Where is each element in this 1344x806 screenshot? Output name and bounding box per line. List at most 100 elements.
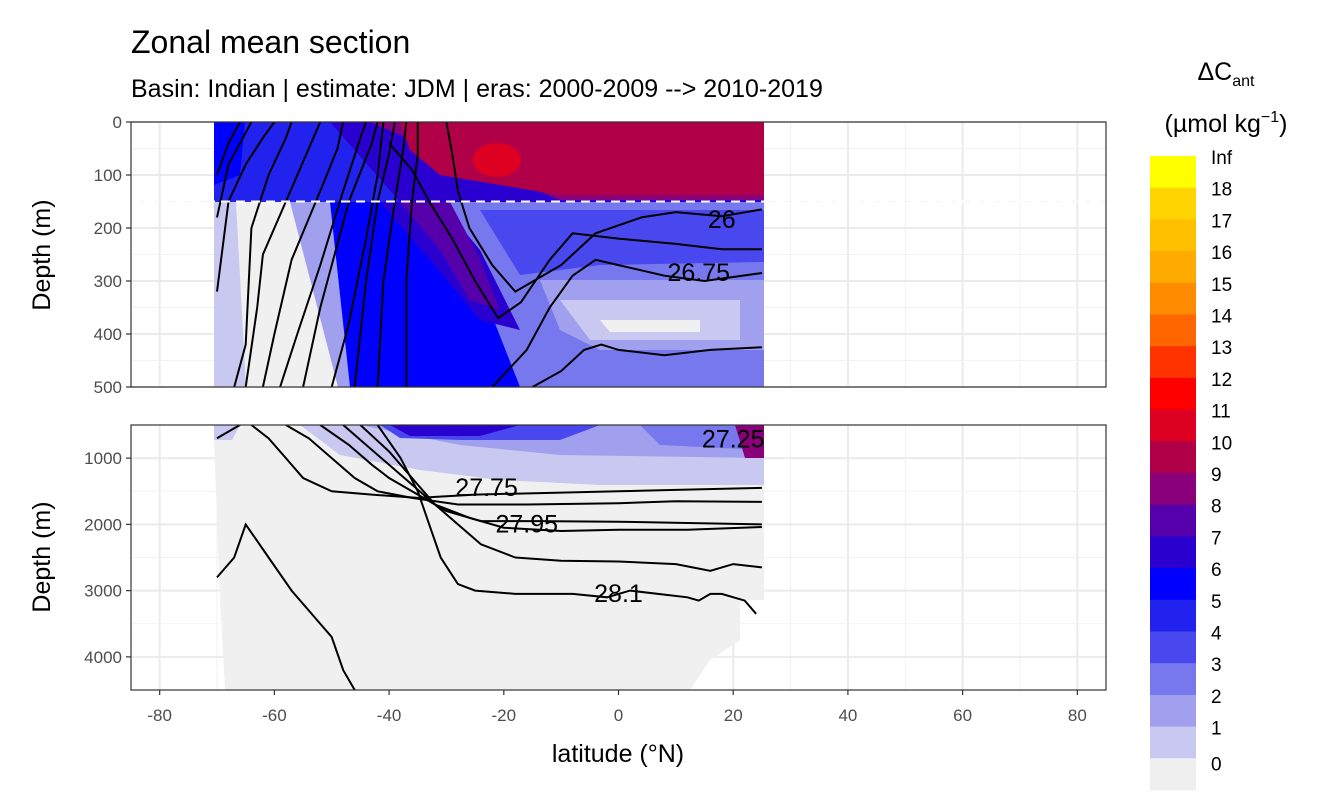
upper-panel-border: [130, 121, 1107, 388]
legend-key-label: 12: [1211, 370, 1232, 391]
lower-panel-fill: [214, 425, 764, 690]
legend-key-label: 13: [1211, 338, 1232, 359]
legend-color-key: [1150, 568, 1196, 601]
upper-panel: 26 26.75 0 100 200 300 400 500 Depth (m): [28, 113, 1107, 397]
y-tick-label: 4000: [84, 648, 122, 667]
legend-key-label: 8: [1211, 497, 1222, 518]
isopycnal-label: 28.1: [594, 580, 643, 608]
legend-units: (µmol kg−1): [1165, 109, 1288, 138]
isopycnal-line: [330, 122, 385, 387]
legend-key-label: Inf: [1211, 148, 1233, 169]
isopycnal-line: [216, 122, 241, 176]
legend-key-label: 14: [1211, 307, 1233, 328]
legend-units-sup: −1: [1261, 109, 1279, 126]
y-tick-label: 1000: [84, 449, 122, 468]
legend-key-label: 16: [1211, 243, 1232, 264]
x-tick-label: -20: [492, 706, 517, 725]
legend: ΔCant (µmol kg−1) Inf1817161514131211109…: [1150, 58, 1287, 791]
field-deep-7: [390, 425, 520, 436]
isopycnal-line: [216, 122, 253, 218]
upper-isopycnal-labels: 26 26.75: [668, 206, 736, 287]
legend-color-key: [1150, 377, 1196, 411]
isopycnal-line: [279, 122, 368, 387]
isopycnal-label: 26.75: [668, 259, 731, 287]
legend-color-key: [1150, 409, 1196, 442]
legend-color-key: [1150, 473, 1196, 506]
legend-title: ΔCant: [1197, 58, 1255, 90]
legend-key-label: 3: [1211, 655, 1222, 676]
isopycnal-line: [319, 425, 762, 526]
legend-units-prefix: (µmol kg: [1165, 110, 1261, 138]
x-axis-label: latitude (°N): [552, 740, 684, 768]
legend-color-key: [1150, 758, 1196, 791]
legend-color-key: [1150, 156, 1196, 189]
isopycnal-line: [244, 122, 322, 387]
legend-title-main: ΔC: [1197, 58, 1232, 86]
legend-key-label: 2: [1211, 687, 1222, 708]
field-mid-0: [600, 320, 700, 332]
field-high-core: [330, 202, 520, 387]
lower-y-axis: 1000 2000 3000 4000: [84, 449, 131, 667]
y-tick-label: 100: [94, 166, 122, 185]
x-tick-label: 0: [614, 706, 623, 725]
isopycnal-line: [216, 522, 356, 690]
legend-key-label: 1: [1211, 719, 1222, 740]
legend-key-label: 17: [1211, 211, 1232, 232]
legend-color-key: [1150, 504, 1196, 537]
legend-key-label: 5: [1211, 592, 1222, 613]
field-surface-10: [400, 122, 764, 195]
chart-title: Zonal mean section: [131, 24, 411, 60]
field-deep-3-north: [640, 425, 764, 450]
legend-key-label: 11: [1211, 402, 1231, 423]
legend-key-label: 6: [1211, 560, 1222, 581]
legend-color-key: [1150, 663, 1196, 696]
legend-key-label: 10: [1211, 433, 1232, 454]
x-tick-label: 60: [953, 706, 972, 725]
legend-color-key: [1150, 441, 1196, 474]
y-axis-label-lower: Depth (m): [28, 501, 56, 612]
x-tick-label: 20: [724, 706, 743, 725]
x-tick-label: 40: [838, 706, 857, 725]
isopycnal-line: [342, 425, 762, 533]
isopycnal-line: [532, 343, 762, 387]
y-tick-label: 3000: [84, 582, 122, 601]
lower-panel: 27.25 27.75 27.95 28.1 1000 2000 3000 4000 Dep…: [28, 424, 1107, 691]
x-tick-label: -80: [147, 706, 172, 725]
y-tick-label: 0: [113, 113, 122, 132]
y-tick-label: 500: [94, 378, 122, 397]
x-tick-label: 80: [1068, 706, 1087, 725]
legend-color-key: [1150, 694, 1196, 728]
y-tick-label: 400: [94, 325, 122, 344]
legend-key-label: 18: [1211, 180, 1232, 201]
legend-color-key: [1150, 219, 1196, 252]
legend-key-label: 7: [1211, 528, 1222, 549]
legend-color-key: [1150, 726, 1196, 759]
isopycnal-line: [405, 122, 419, 387]
legend-title-sub: ant: [1232, 73, 1255, 90]
isopycnal-label: 27.75: [455, 474, 518, 502]
chart-subtitle: Basin: Indian | estimate: JDM | eras: 20…: [131, 75, 823, 103]
upper-panel-fill: [214, 122, 764, 387]
field-core-8: [400, 202, 500, 310]
y-tick-label: 2000: [84, 515, 122, 534]
upper-y-axis: 0 100 200 300 400 500: [94, 113, 131, 397]
legend-color-key: [1150, 282, 1196, 315]
field-deep-9-north: [735, 425, 764, 458]
legend-key-label: 15: [1211, 275, 1232, 296]
x-axis: -80 -60 -40 -20 0 20 40 60 80: [147, 690, 1087, 725]
isopycnal-line: [261, 122, 345, 387]
y-tick-label: 300: [94, 272, 122, 291]
isopycnal-line: [491, 258, 763, 387]
isopycnal-line: [250, 425, 762, 499]
legend-key-label: 4: [1211, 624, 1222, 645]
isopycnal-line: [216, 122, 276, 292]
x-tick-label: -60: [262, 706, 287, 725]
legend-key-label: 9: [1211, 465, 1222, 486]
field-surface-south: [214, 122, 245, 185]
legend-color-key: [1150, 346, 1196, 379]
isopycnal-line: [285, 425, 762, 506]
legend-color-key: [1150, 631, 1196, 664]
isopycnal-label: 27.95: [495, 510, 558, 538]
